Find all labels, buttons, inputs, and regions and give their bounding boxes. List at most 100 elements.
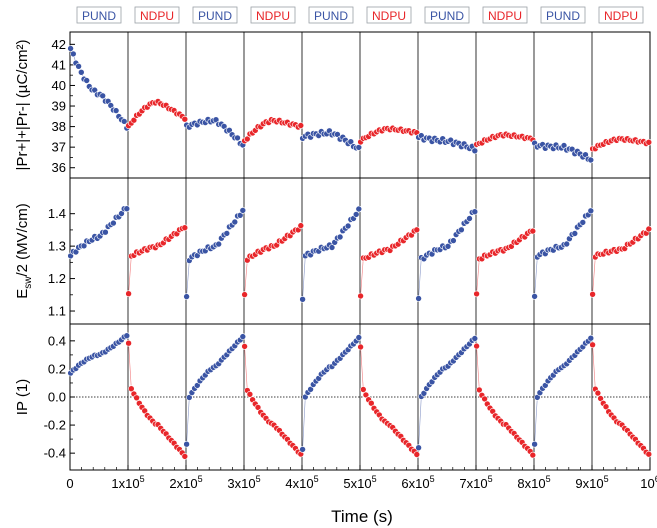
data-point	[413, 226, 421, 234]
data-point	[355, 334, 363, 341]
series-ndpu	[241, 343, 305, 458]
segment-label: NDPU	[604, 9, 638, 23]
segment-label: PUND	[82, 9, 116, 23]
data-point	[367, 399, 375, 407]
segment-label-box	[308, 6, 354, 24]
data-point	[241, 343, 248, 350]
series-pund	[531, 334, 595, 448]
y-tick-label: 1.4	[48, 206, 66, 221]
data-point	[529, 227, 537, 235]
y-axis-label: IP (1)	[14, 379, 31, 415]
y-tick-label: 1.3	[48, 239, 66, 254]
segment-label: NDPU	[256, 9, 290, 23]
y-tick-label: 39	[52, 99, 66, 114]
y-axis-label: Esw/2 (MV/cm)	[14, 203, 34, 299]
data-point	[99, 92, 106, 100]
data-point	[241, 291, 248, 298]
data-point	[475, 386, 483, 394]
series-ndpu	[241, 116, 305, 145]
y-tick-label: 38	[52, 119, 66, 134]
data-point	[473, 342, 480, 350]
series-ndpu	[589, 341, 653, 458]
series-ndpu	[125, 224, 189, 298]
data-point	[231, 218, 239, 226]
series-ndpu	[473, 130, 537, 148]
data-point	[444, 243, 452, 250]
x-tick-label: 7x105	[459, 474, 492, 491]
data-point	[458, 226, 465, 234]
data-point	[473, 290, 480, 298]
data-point	[415, 444, 422, 452]
series-line	[476, 230, 533, 294]
data-point	[450, 237, 457, 244]
data-point	[78, 69, 85, 76]
data-point	[594, 389, 602, 397]
data-point	[357, 292, 364, 300]
series-pund	[67, 45, 131, 132]
series-ndpu	[473, 227, 537, 298]
data-point	[587, 156, 595, 164]
data-point	[223, 230, 231, 237]
data-point	[328, 244, 336, 251]
segment-label-box	[76, 6, 122, 24]
segment-label: NDPU	[140, 9, 174, 23]
data-point	[254, 404, 262, 411]
data-point	[587, 207, 595, 215]
data-point	[70, 50, 77, 58]
segment-label-box	[424, 6, 470, 24]
series-ndpu	[125, 98, 189, 129]
data-point	[471, 208, 479, 215]
data-point	[563, 240, 571, 248]
data-point	[415, 295, 422, 302]
data-point	[466, 215, 473, 222]
data-point	[299, 295, 306, 303]
panel-3: -0.4 -0.2 0.0 0.2 0.4 IP (1)	[14, 323, 653, 471]
data-point	[645, 450, 653, 458]
x-axis: 0 1x105 2x105 3x105 4x105 5x105 6x105 7x105 8x10…	[66, 465, 657, 491]
data-point	[67, 45, 74, 52]
series-line	[302, 337, 360, 450]
data-point	[359, 386, 367, 393]
y-tick-label: 36	[52, 160, 66, 175]
data-point	[215, 240, 222, 248]
x-tick-label: 0	[66, 476, 73, 491]
x-tick-label: 1x105	[111, 474, 144, 491]
segment-label-box	[482, 6, 528, 24]
data-point	[344, 222, 352, 230]
data-point	[183, 293, 190, 300]
y-tick-label: 40	[52, 78, 66, 93]
y-tick-label: 42	[52, 37, 66, 52]
series-pund	[183, 333, 247, 448]
segment-label: PUND	[546, 9, 580, 23]
segment-label-box	[250, 6, 296, 24]
data-point	[357, 343, 364, 351]
y-tick-label: -0.2	[44, 418, 66, 433]
y-tick-label: 37	[52, 140, 66, 155]
segment-label-box	[192, 6, 238, 24]
data-point	[239, 207, 247, 214]
data-point	[102, 228, 109, 236]
data-point	[181, 115, 189, 123]
data-point	[589, 341, 596, 349]
segment-label: NDPU	[372, 9, 406, 23]
x-tick-label: 4x105	[285, 474, 318, 491]
y-tick-label: 1.2	[48, 271, 66, 286]
data-point	[75, 63, 82, 70]
y-tick-label: 41	[52, 57, 66, 72]
data-point	[234, 134, 241, 142]
series-line	[128, 227, 185, 294]
x-tick-label: 5x105	[343, 474, 376, 491]
data-point	[125, 290, 132, 298]
data-point	[128, 385, 135, 393]
segment-label: PUND	[314, 9, 348, 23]
x-axis-label: Time (s)	[331, 507, 393, 526]
data-point	[531, 293, 538, 300]
data-point	[183, 440, 190, 448]
series-pund	[415, 335, 479, 452]
x-tick-label: 8x105	[517, 474, 550, 491]
data-point	[579, 219, 587, 226]
data-point	[83, 77, 90, 84]
y-tick-label: 0.0	[48, 390, 66, 405]
series-pund	[299, 334, 363, 453]
segment-label-box	[598, 6, 644, 24]
